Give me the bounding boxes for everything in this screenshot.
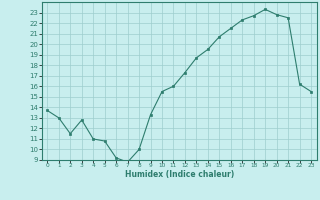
- X-axis label: Humidex (Indice chaleur): Humidex (Indice chaleur): [124, 170, 234, 179]
